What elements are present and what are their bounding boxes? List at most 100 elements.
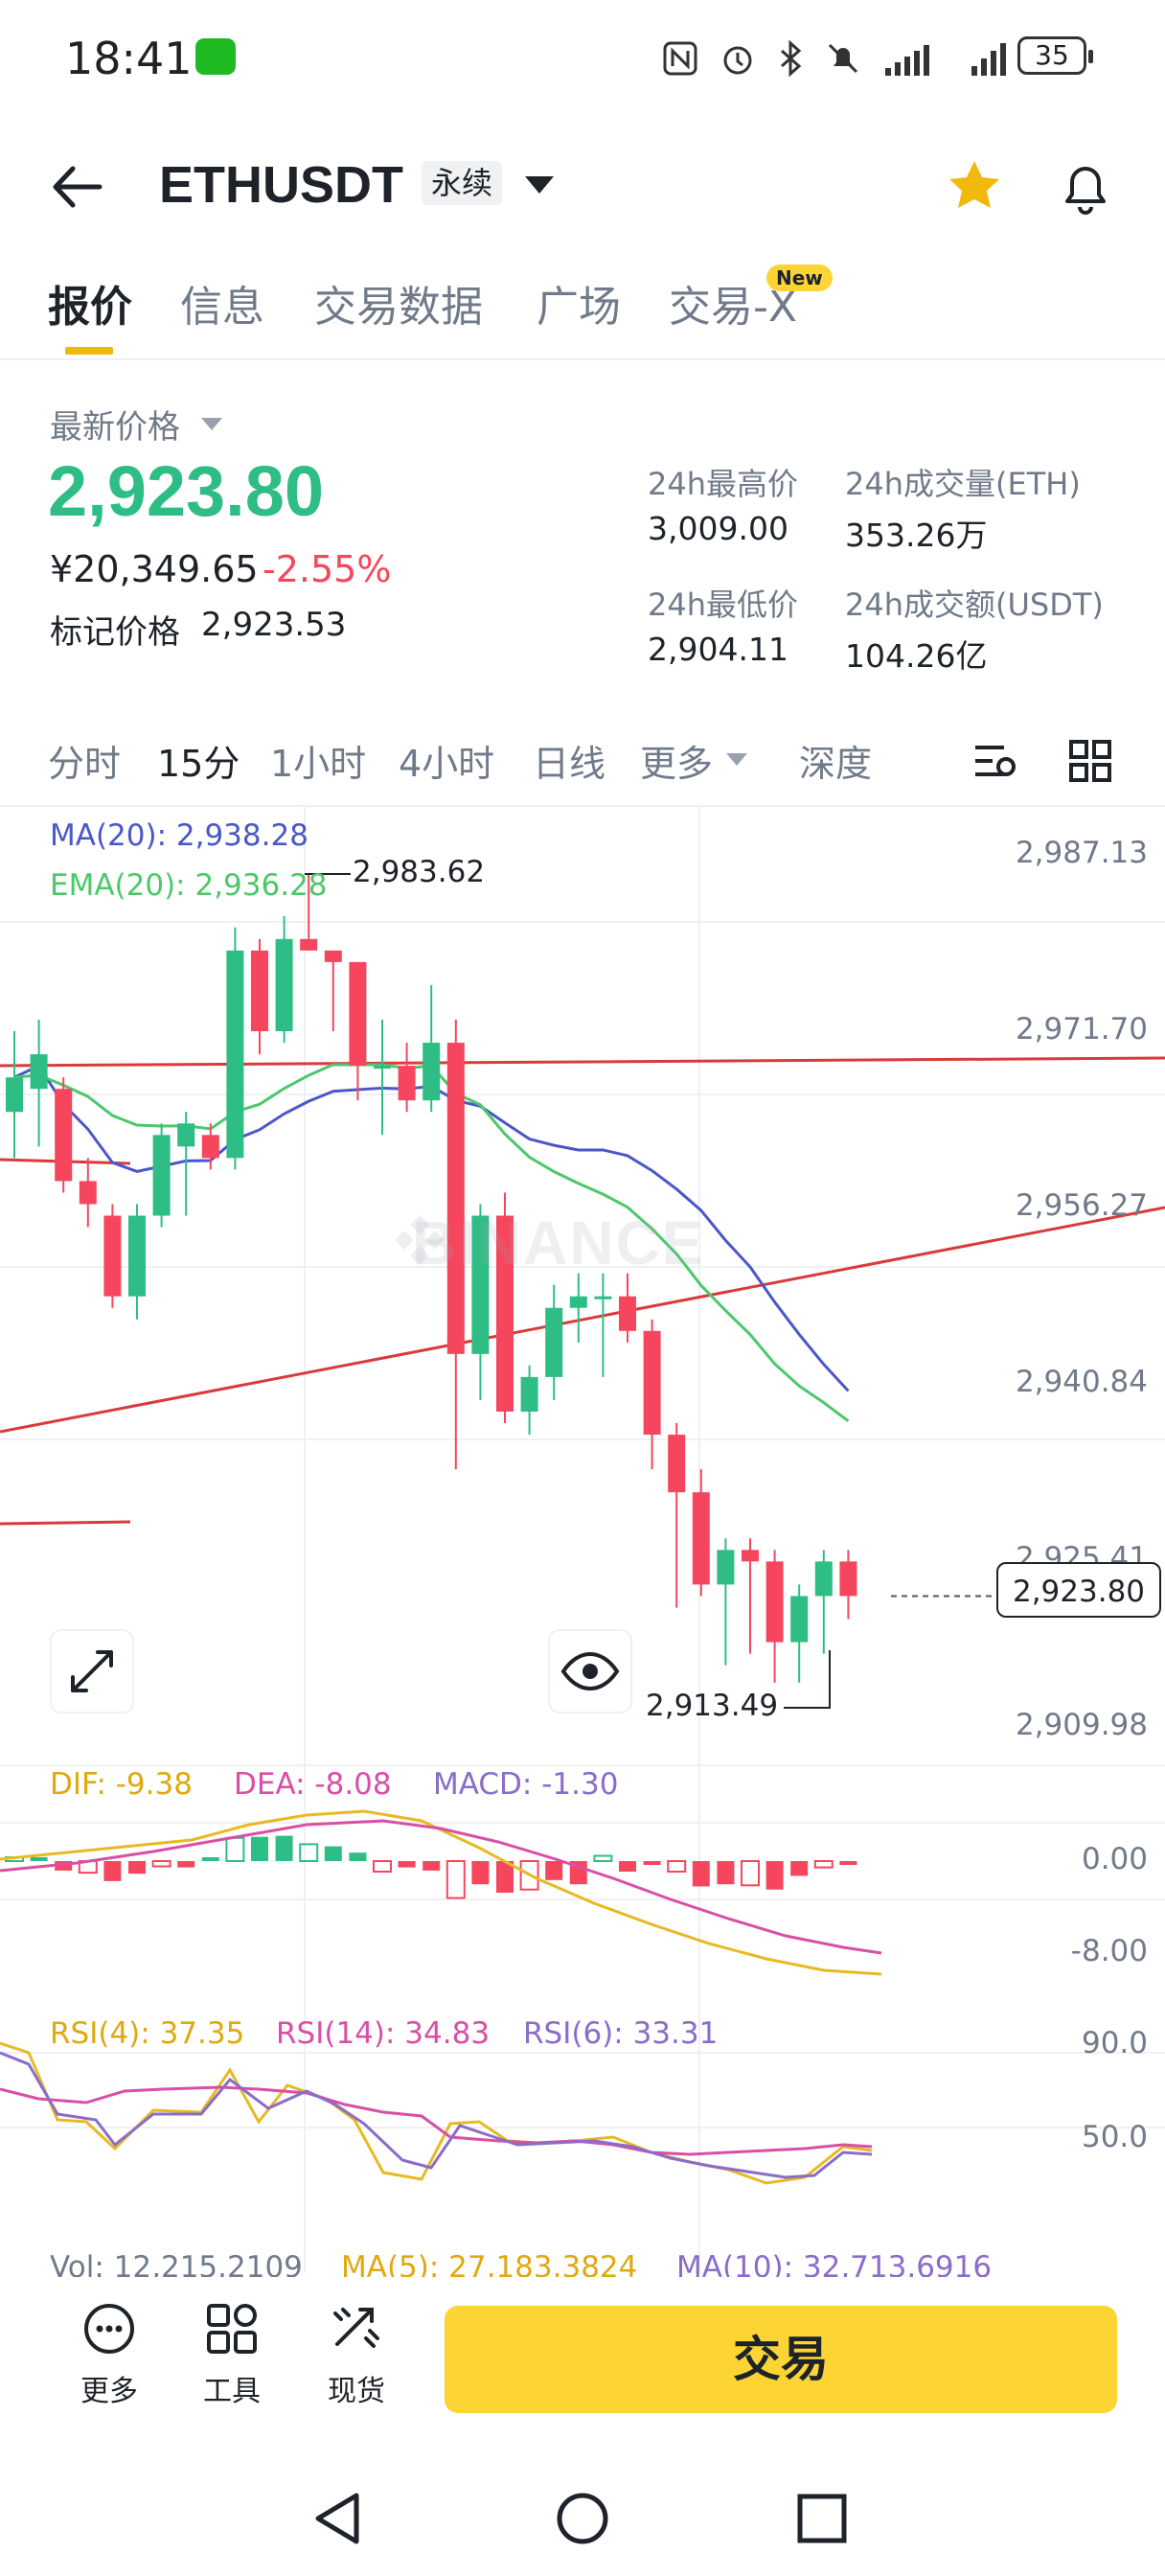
candle-body <box>446 1043 465 1354</box>
candle-body <box>619 1296 636 1331</box>
macd-bar <box>373 1860 392 1873</box>
chevron-down-icon[interactable] <box>525 176 554 194</box>
symbol-title[interactable]: ETHUSDT <box>159 156 403 214</box>
macd-bar <box>593 1854 613 1862</box>
macd-bar <box>813 1860 834 1869</box>
more-button[interactable]: 更多 <box>61 2300 157 2409</box>
candle-body <box>643 1330 661 1436</box>
y-label-2: 2,971.70 <box>1015 1012 1148 1046</box>
last-price: 2,923.80 <box>48 451 325 531</box>
favorite-star-icon[interactable] <box>943 155 1006 218</box>
cny-price: ¥20,349.65 <box>50 548 259 590</box>
header: ETHUSDT 永续 <box>0 134 1165 240</box>
volume-eth: 353.26万 <box>845 517 988 554</box>
candle-body <box>349 961 367 1067</box>
system-nav-bar <box>0 2453 1165 2576</box>
nav-recents-icon[interactable] <box>795 2492 849 2545</box>
chevron-down-icon[interactable] <box>201 418 222 430</box>
interval-1h[interactable]: 1小时 <box>270 743 367 785</box>
candle-body <box>6 1077 23 1113</box>
interval-depth[interactable]: 深度 <box>799 743 873 785</box>
volume-eth-label: 24h成交量(ETH) <box>845 466 1081 502</box>
candle-body <box>423 1043 441 1101</box>
tab-info[interactable]: 信息 <box>180 283 264 332</box>
kline-svg[interactable] <box>0 807 1165 2273</box>
macd-bar <box>643 1861 661 1865</box>
macd-histogram <box>5 1835 857 1899</box>
macd-bar <box>692 1861 710 1887</box>
spot-button[interactable]: 现货 <box>308 2300 404 2409</box>
tools-grid-icon <box>207 2304 257 2354</box>
rsi-y-label-2: 50.0 <box>1081 2120 1148 2154</box>
vol-legend: Vol: 12,215.2109 <box>50 2254 303 2277</box>
more-label: 更多 <box>80 2375 138 2408</box>
bluetooth-icon <box>781 39 802 78</box>
mute-icon <box>828 43 858 74</box>
y-label-3: 2,956.27 <box>1015 1188 1148 1223</box>
vol-ma10-legend: MA(10): 32,713.6916 <box>676 2254 993 2277</box>
y-label-4: 2,940.84 <box>1015 1365 1148 1399</box>
high-marker-label: 2,983.62 <box>353 855 486 889</box>
trend-line-ascending[interactable] <box>0 1206 1165 1434</box>
candle-body <box>275 938 293 1032</box>
macd-legend: MACD: -1.30 <box>433 1767 619 1802</box>
last-price-label[interactable]: 最新价格 <box>50 408 180 447</box>
macd-bar <box>299 1843 319 1863</box>
rsi-y-label-1: 90.0 <box>1081 2026 1148 2060</box>
interval-more[interactable]: 更多 <box>640 743 714 785</box>
mark-price-label: 标记价格 <box>50 613 180 652</box>
interval-1d[interactable]: 日线 <box>533 743 606 785</box>
tab-square[interactable]: 广场 <box>537 283 621 332</box>
battery-indicator: 35 <box>1017 36 1093 75</box>
candle-body <box>30 1054 48 1090</box>
trend-line-horizontal[interactable] <box>0 1056 1165 1068</box>
back-arrow-icon[interactable] <box>50 163 107 211</box>
nav-home-icon[interactable] <box>554 2490 611 2547</box>
rsi14-line <box>0 2085 873 2156</box>
signal-icon-2 <box>971 43 1006 76</box>
status-time: 18:41 <box>65 33 193 84</box>
macd-bar <box>225 1836 245 1863</box>
interval-15m[interactable]: 15分 <box>157 743 240 785</box>
candle-body <box>814 1561 833 1597</box>
candle-body <box>692 1492 710 1585</box>
price-summary: 最新价格 2,923.80 ¥20,349.65 -2.55% 标记价格 2,9… <box>0 383 1165 700</box>
fullscreen-button[interactable] <box>50 1629 134 1714</box>
grid-layout-icon[interactable] <box>1067 738 1115 786</box>
status-icons <box>661 34 1016 82</box>
macd-bar <box>251 1836 268 1861</box>
tab-trading-data[interactable]: 交易数据 <box>314 283 483 332</box>
candle-body <box>201 1135 219 1159</box>
candle-body <box>128 1215 146 1297</box>
visibility-toggle-button[interactable] <box>548 1629 632 1714</box>
bottom-action-bar: 更多 工具 现货 交易 <box>0 2283 1165 2417</box>
macd-bar <box>496 1861 514 1893</box>
interval-time[interactable]: 分时 <box>48 743 122 785</box>
candle-body <box>742 1550 759 1562</box>
tab-quote[interactable]: 报价 <box>48 283 132 332</box>
expand-icon <box>71 1650 113 1692</box>
bell-icon[interactable] <box>1054 155 1117 218</box>
macd-bar <box>128 1861 146 1874</box>
nav-back-icon[interactable] <box>310 2490 364 2547</box>
y-label-1: 2,987.13 <box>1015 836 1148 870</box>
indicator-settings-icon[interactable] <box>971 738 1019 786</box>
candle-body <box>594 1296 612 1300</box>
macd-bar <box>177 1861 195 1868</box>
candle-body <box>839 1561 857 1597</box>
kline-chart[interactable]: MA(20): 2,938.28 EMA(20): 2,936.28 2,987… <box>0 807 1165 2277</box>
trend-line-low[interactable] <box>0 1520 131 1526</box>
candle-body <box>765 1561 784 1643</box>
chevron-down-icon[interactable] <box>726 753 747 766</box>
alarm-icon <box>723 46 752 75</box>
new-badge: New <box>766 264 833 291</box>
macd-bar <box>765 1861 784 1890</box>
macd-bar <box>619 1861 636 1872</box>
interval-4h[interactable]: 4小时 <box>399 743 495 785</box>
candle-body <box>55 1089 73 1182</box>
tools-button[interactable]: 工具 <box>184 2300 280 2409</box>
rsi14-legend: RSI(14): 34.83 <box>276 2016 491 2051</box>
current-price-tag: 2,923.80 <box>996 1562 1161 1618</box>
high-24h-label: 24h最高价 <box>648 466 799 502</box>
trade-button[interactable]: 交易 <box>445 2306 1117 2413</box>
